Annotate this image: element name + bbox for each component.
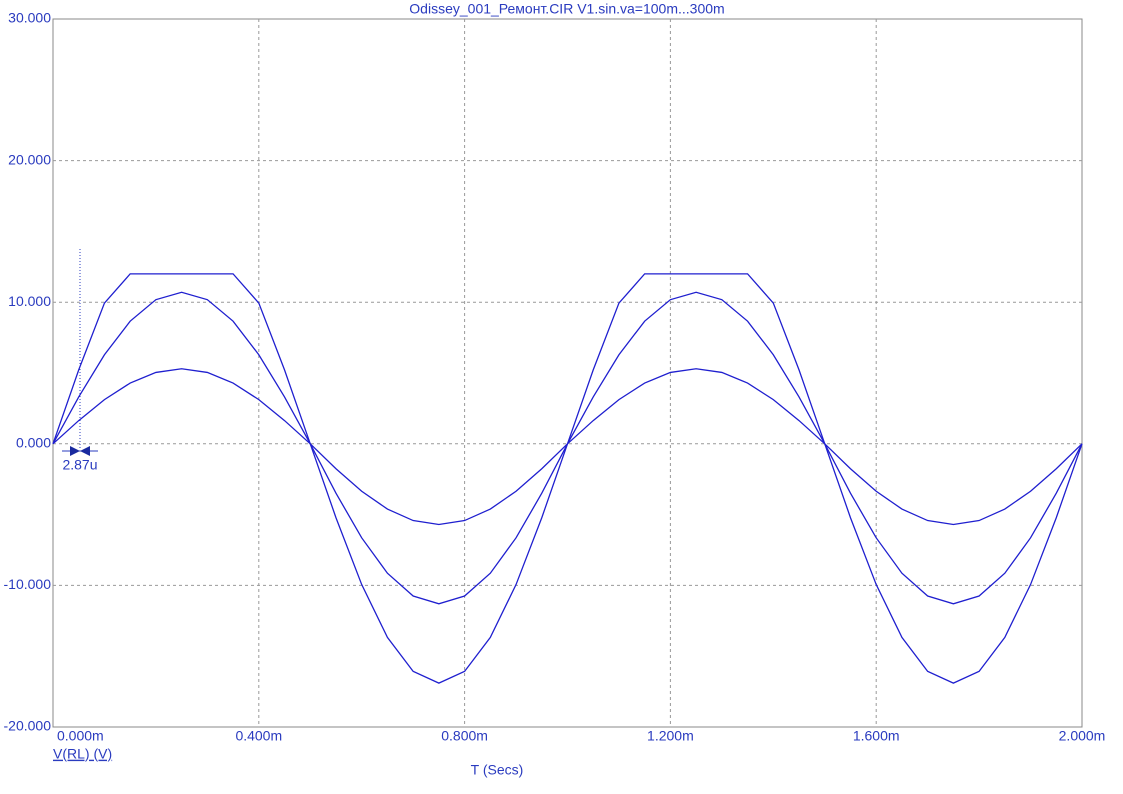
y-tick-label: -20.000 bbox=[4, 718, 52, 734]
x-tick-label: 0.800m bbox=[441, 728, 488, 744]
series-line bbox=[52, 273, 1083, 684]
x-axis-label: T (Secs) bbox=[471, 762, 524, 778]
y-tick-label: 0.000 bbox=[16, 435, 51, 451]
series-line bbox=[52, 291, 1083, 605]
y-tick-label: -10.000 bbox=[4, 576, 52, 592]
y-tick-label: 30.000 bbox=[8, 10, 51, 26]
series-line bbox=[52, 368, 1083, 526]
cursor-arrows bbox=[70, 446, 90, 456]
y-axis-label: V(RL) (V) bbox=[53, 746, 112, 762]
y-tick-label: 20.000 bbox=[8, 151, 51, 167]
x-tick-label: 0.400m bbox=[235, 728, 282, 744]
plot-frame bbox=[52, 18, 1083, 728]
cursor-label: 2.87u bbox=[62, 457, 97, 473]
x-tick-label: 1.600m bbox=[853, 728, 900, 744]
x-tick-label: 0.000m bbox=[57, 728, 104, 744]
chart-title: Odissey_001_Ремонт.CIR V1.sin.va=100m...… bbox=[409, 1, 724, 17]
cursor: 2.87u bbox=[62, 249, 98, 473]
y-tick-label: 10.000 bbox=[8, 293, 51, 309]
x-tick-label: 1.200m bbox=[647, 728, 694, 744]
x-tick-label: 2.000m bbox=[1059, 728, 1106, 744]
